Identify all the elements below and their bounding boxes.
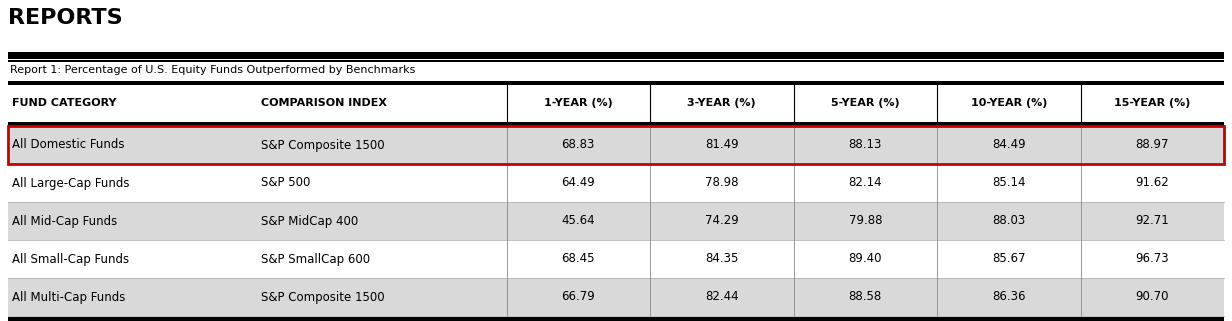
Bar (7, 122, 1225, 126)
Text: 88.58: 88.58 (849, 291, 882, 303)
Text: 82.44: 82.44 (705, 291, 739, 303)
Bar (7, 126, 1225, 164)
Bar (7, 317, 1225, 321)
Text: 89.40: 89.40 (849, 253, 882, 265)
Text: COMPARISON INDEX: COMPARISON INDEX (261, 99, 387, 108)
Text: 81.49: 81.49 (705, 138, 739, 152)
Text: S&P MidCap 400: S&P MidCap 400 (261, 214, 359, 228)
Text: All Large-Cap Funds: All Large-Cap Funds (12, 177, 129, 189)
Text: 5-YEAR (%): 5-YEAR (%) (830, 99, 899, 108)
Bar (7, 81, 1225, 85)
Text: 88.03: 88.03 (992, 214, 1025, 228)
Text: FUND CATEGORY: FUND CATEGORY (12, 99, 117, 108)
Text: 79.88: 79.88 (849, 214, 882, 228)
Text: All Mid-Cap Funds: All Mid-Cap Funds (12, 214, 117, 228)
Text: 45.64: 45.64 (562, 214, 595, 228)
Bar (7, 60, 1225, 62)
Text: Report 1: Percentage of U.S. Equity Funds Outperformed by Benchmarks: Report 1: Percentage of U.S. Equity Fund… (10, 65, 415, 75)
Bar (7, 85, 1225, 122)
Text: 85.14: 85.14 (992, 177, 1025, 189)
Text: All Small-Cap Funds: All Small-Cap Funds (12, 253, 129, 265)
Text: 91.62: 91.62 (1136, 177, 1169, 189)
Text: 15-YEAR (%): 15-YEAR (%) (1114, 99, 1190, 108)
Bar (7, 164, 1225, 202)
Text: S&P SmallCap 600: S&P SmallCap 600 (261, 253, 371, 265)
Bar (7, 202, 1225, 240)
Bar (7, 240, 1225, 278)
Text: 85.67: 85.67 (992, 253, 1025, 265)
Text: 64.49: 64.49 (562, 177, 595, 189)
Text: 10-YEAR (%): 10-YEAR (%) (971, 99, 1047, 108)
Text: S&P Composite 1500: S&P Composite 1500 (261, 291, 384, 303)
Text: S&P 500: S&P 500 (261, 177, 310, 189)
Text: 1-YEAR (%): 1-YEAR (%) (545, 99, 612, 108)
Text: S&P Composite 1500: S&P Composite 1500 (261, 138, 384, 152)
Text: 66.79: 66.79 (562, 291, 595, 303)
Text: REPORTS: REPORTS (7, 8, 123, 28)
Bar (7, 126, 1225, 164)
Text: 90.70: 90.70 (1136, 291, 1169, 303)
Text: 68.83: 68.83 (562, 138, 595, 152)
Text: 92.71: 92.71 (1136, 214, 1169, 228)
Bar (7, 52, 1225, 59)
Text: 68.45: 68.45 (562, 253, 595, 265)
Text: 88.13: 88.13 (849, 138, 882, 152)
Text: 3-YEAR (%): 3-YEAR (%) (687, 99, 756, 108)
Text: 78.98: 78.98 (705, 177, 738, 189)
Text: 84.49: 84.49 (992, 138, 1025, 152)
Text: 84.35: 84.35 (705, 253, 738, 265)
Bar (7, 278, 1225, 316)
Text: 96.73: 96.73 (1136, 253, 1169, 265)
Text: 86.36: 86.36 (992, 291, 1025, 303)
Text: 82.14: 82.14 (849, 177, 882, 189)
Text: 74.29: 74.29 (705, 214, 739, 228)
Text: All Domestic Funds: All Domestic Funds (12, 138, 124, 152)
Text: 88.97: 88.97 (1136, 138, 1169, 152)
Text: All Multi-Cap Funds: All Multi-Cap Funds (12, 291, 126, 303)
